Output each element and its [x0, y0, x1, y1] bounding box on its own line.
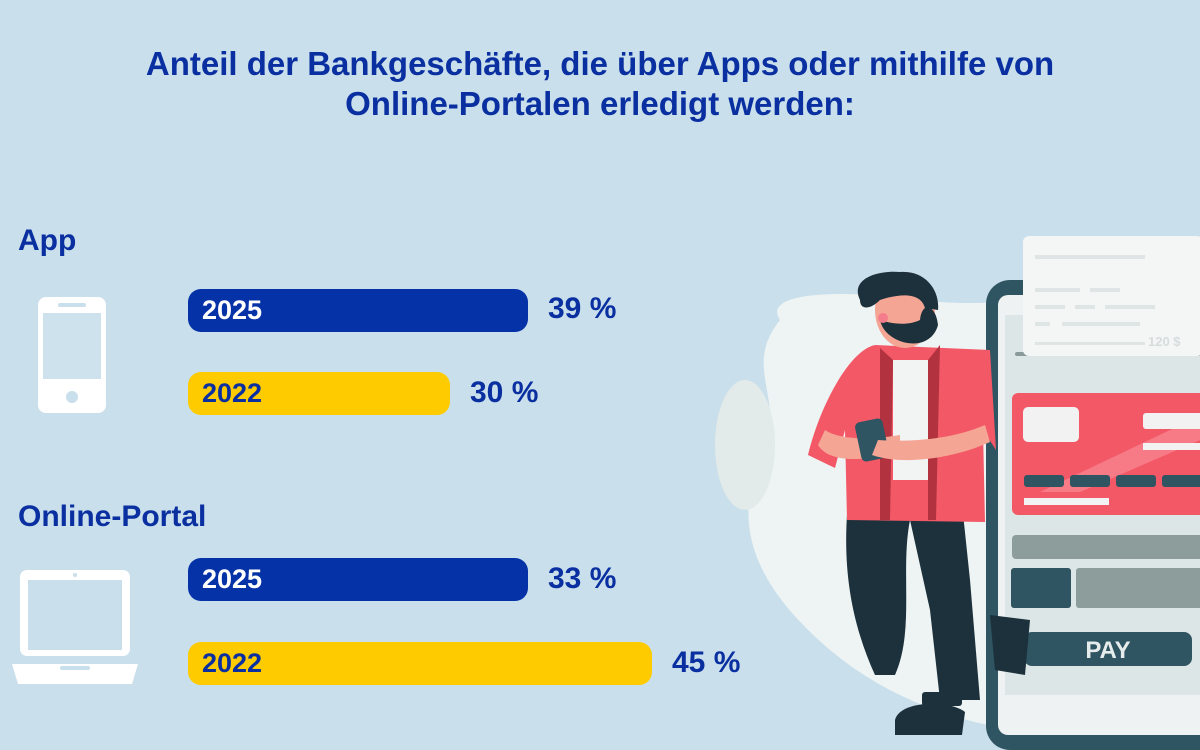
bar-label: 2025 [202, 295, 263, 325]
value-label-online-portal-2022: 45 % [672, 646, 741, 679]
value-label-app-2022: 30 % [470, 376, 539, 409]
group-label-online-portal: Online-Portal [18, 500, 207, 533]
value-label-online-portal-2025: 33 % [548, 562, 617, 595]
bar-app-2025: 2025 [188, 289, 528, 332]
man-with-phone-illustration: 120 $ PAY [715, 236, 1200, 750]
bar-app-2022: 2022 [188, 372, 450, 415]
bar-online-portal-2022: 2022 [188, 642, 652, 685]
title-line-1: Anteil der Bankgeschäfte, die über Apps … [145, 45, 1055, 82]
chart-title: Anteil der Bankgeschäfte, die über Apps … [0, 44, 1200, 124]
laptop-icon [12, 570, 138, 684]
bar-label: 2025 [202, 564, 263, 594]
bar-online-portal-2025: 2025 [188, 558, 528, 601]
group-label-app: App [18, 224, 77, 257]
value-label-app-2025: 39 % [548, 292, 617, 325]
smartphone-icon [38, 297, 106, 413]
bar-label: 2022 [202, 648, 263, 678]
pay-button [1024, 632, 1192, 666]
bar-label: 2022 [202, 378, 263, 408]
title-line-2: Online-Portalen erledigt werden: [345, 85, 855, 122]
pay-label: PAY [1085, 637, 1130, 664]
receipt-amount: 120 $ [1148, 334, 1181, 349]
